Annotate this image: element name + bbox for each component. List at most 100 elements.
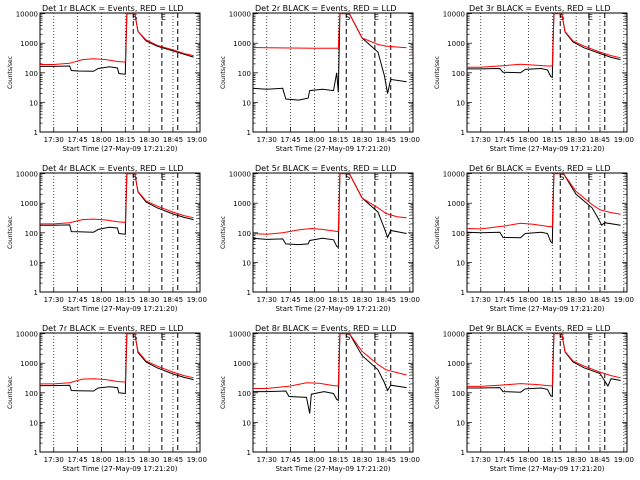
chart-title: Det 4r BLACK = Events, RED = LLD [42, 164, 184, 173]
x-tick-label: 18:00 [91, 296, 111, 304]
y-tick-label: 1000 [447, 360, 465, 368]
marker-label: S [559, 13, 564, 22]
x-axis-label: Start Time (27-May-09 17:21:20) [62, 305, 177, 313]
series-group [40, 333, 194, 395]
chart-panel-1: Det 1r BLACK = Events, RED = LLD 1 10 100 10… [7, 4, 207, 153]
y-tick-label: 10 [456, 99, 465, 107]
x-tick-label: 18:30 [139, 456, 159, 464]
y-tick-label: 100 [25, 70, 38, 78]
x-axis: 17:30 17:45 18:00 18:15 18:30 18:45 19:00 Start… [471, 13, 634, 153]
marker-label: S [345, 333, 350, 342]
lld-series-line [40, 173, 194, 225]
y-axis-label: Counts/sec [434, 376, 441, 409]
marker-label: E [374, 173, 379, 182]
y-tick-label: 100 [25, 230, 38, 238]
marker-label: S [559, 333, 564, 342]
chart-title: Det 1r BLACK = Events, RED = LLD [42, 4, 184, 13]
y-axis-label: Counts/sec [434, 56, 441, 89]
chart-panel-7: Det 7r BLACK = Events, RED = LLD 1 10 100 10… [7, 324, 207, 473]
y-tick-label: 1 [461, 129, 465, 137]
series-group [253, 333, 407, 414]
x-tick-label: 18:00 [518, 456, 538, 464]
y-tick-label: 10 [242, 419, 251, 427]
x-tick-label: 18:45 [163, 136, 183, 144]
x-axis: 17:30 17:45 18:00 18:15 18:30 18:45 19:00 Start… [471, 173, 634, 313]
y-tick-label: 10000 [443, 11, 465, 19]
x-tick-label: 18:00 [304, 136, 324, 144]
y-tick-label: 100 [238, 70, 251, 78]
marker-label: E [161, 13, 166, 22]
x-tick-label: 18:30 [352, 296, 372, 304]
x-axis: 17:30 17:45 18:00 18:15 18:30 18:45 19:00 Start… [44, 173, 207, 313]
events-series-line [467, 333, 621, 398]
x-tick-label: 18:45 [163, 456, 183, 464]
y-axis-label: Counts/sec [220, 216, 227, 249]
y-tick-label: 1000 [447, 40, 465, 48]
plot-frame [252, 172, 414, 293]
x-tick-label: 17:30 [257, 296, 277, 304]
plot-frame [39, 12, 201, 133]
x-tick-label: 18:15 [115, 136, 135, 144]
x-tick-label: 17:45 [495, 296, 515, 304]
series-group [253, 13, 407, 101]
series-group [467, 333, 621, 398]
marker-label: E [588, 13, 593, 22]
y-axis-label: Counts/sec [434, 216, 441, 249]
x-tick-label: 19:00 [187, 296, 207, 304]
x-tick-label: 17:30 [44, 456, 64, 464]
marker-label: E [588, 173, 593, 182]
x-axis-label: Start Time (27-May-09 17:21:20) [489, 465, 604, 473]
y-axis: 1 10 100 1000 10000 Counts/sec [7, 331, 200, 457]
y-axis: 1 10 100 1000 10000 Counts/sec [434, 171, 627, 297]
x-tick-label: 19:00 [614, 136, 634, 144]
marker-label: E [161, 173, 166, 182]
events-series-line [40, 13, 194, 75]
chart-panel-3: Det 3r BLACK = Events, RED = LLD 1 10 100 10… [434, 4, 634, 153]
marker-label: S [559, 173, 564, 182]
x-tick-label: 19:00 [614, 296, 634, 304]
chart-title: Det 5r BLACK = Events, RED = LLD [255, 164, 397, 173]
marker-label: S [132, 173, 137, 182]
x-tick-label: 17:45 [281, 136, 301, 144]
x-tick-label: 19:00 [400, 456, 420, 464]
x-axis: 17:30 17:45 18:00 18:15 18:30 18:45 19:00 Start… [257, 13, 420, 153]
events-series-line [467, 173, 621, 245]
events-series-line [40, 173, 194, 235]
x-tick-label: 18:30 [352, 456, 372, 464]
y-tick-label: 10000 [229, 11, 251, 19]
chart-title: Det 6r BLACK = Events, RED = LLD [469, 164, 611, 173]
x-tick-label: 17:30 [471, 296, 491, 304]
x-tick-label: 17:30 [257, 456, 277, 464]
x-axis-label: Start Time (27-May-09 17:21:20) [489, 305, 604, 313]
x-tick-label: 18:00 [518, 136, 538, 144]
series-group [467, 173, 621, 245]
x-tick-label: 17:45 [281, 456, 301, 464]
x-tick-label: 19:00 [187, 136, 207, 144]
marker-label: S [345, 173, 350, 182]
y-tick-label: 1000 [233, 200, 251, 208]
lld-series-line [40, 333, 194, 385]
x-tick-label: 18:00 [91, 456, 111, 464]
y-tick-label: 100 [452, 230, 465, 238]
plot-frame [252, 12, 414, 133]
y-tick-label: 1 [247, 449, 251, 457]
y-tick-label: 10000 [229, 171, 251, 179]
x-tick-label: 17:45 [281, 296, 301, 304]
y-tick-label: 10 [456, 259, 465, 267]
y-tick-label: 10000 [443, 171, 465, 179]
series-group [467, 13, 621, 79]
x-axis: 17:30 17:45 18:00 18:15 18:30 18:45 19:00 Start… [44, 13, 207, 153]
x-tick-label: 18:45 [376, 136, 396, 144]
y-tick-label: 1 [461, 289, 465, 297]
lld-series-line [467, 173, 621, 230]
x-tick-label: 18:15 [115, 296, 135, 304]
x-tick-label: 19:00 [187, 456, 207, 464]
plot-frame [466, 12, 628, 133]
chart-title: Det 9r BLACK = Events, RED = LLD [469, 324, 611, 333]
chart-title: Det 8r BLACK = Events, RED = LLD [255, 324, 397, 333]
x-tick-label: 18:15 [542, 136, 562, 144]
x-axis-label: Start Time (27-May-09 17:21:20) [62, 465, 177, 473]
y-tick-label: 1000 [233, 360, 251, 368]
x-tick-label: 18:45 [376, 296, 396, 304]
